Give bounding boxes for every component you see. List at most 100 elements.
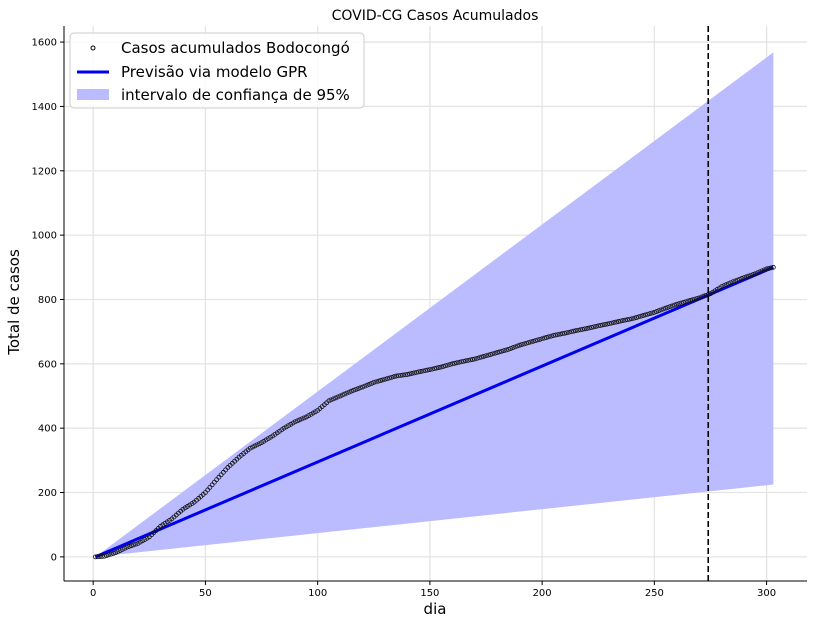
data-point (99, 553, 105, 559)
data-point (97, 554, 103, 559)
data-point (593, 323, 599, 329)
data-point (660, 306, 666, 312)
data-point (586, 325, 592, 331)
data-point (766, 265, 772, 271)
data-point (692, 296, 698, 302)
data-point (616, 319, 621, 324)
data-point (582, 326, 588, 332)
data-point (559, 331, 565, 337)
data-point (589, 325, 594, 330)
data-point (366, 381, 372, 387)
data-point (297, 417, 303, 423)
data-point (550, 333, 556, 338)
data-point (759, 268, 765, 274)
data-point (250, 444, 255, 450)
data-point (375, 378, 381, 384)
x-tick-label: 250 (645, 588, 664, 599)
data-point (405, 372, 410, 377)
data-point (521, 341, 527, 347)
data-point (382, 376, 388, 382)
data-point (672, 302, 677, 308)
prediction-line (94, 265, 774, 559)
data-point (414, 369, 419, 375)
data-point (490, 351, 496, 357)
data-point (434, 365, 440, 371)
data-point (607, 321, 612, 327)
data-point (752, 271, 758, 277)
data-point (360, 384, 365, 390)
prediction-line-path (94, 265, 774, 559)
data-point (681, 299, 686, 305)
data-point (108, 551, 114, 557)
data-point (591, 324, 597, 330)
legend-marker-scatter (90, 45, 96, 51)
data-point (638, 313, 644, 319)
data-point (348, 388, 354, 394)
data-point (396, 373, 401, 379)
data-point (674, 301, 680, 307)
data-point (690, 297, 695, 303)
data-point (384, 376, 390, 382)
data-point (548, 333, 554, 339)
data-point (443, 363, 449, 369)
y-tick-label: 1000 (32, 231, 57, 242)
data-point (678, 300, 684, 306)
data-point (252, 443, 258, 449)
data-point (330, 396, 336, 402)
data-point (113, 550, 119, 556)
data-point (95, 554, 101, 560)
data-point (618, 318, 624, 324)
data-point (611, 320, 617, 325)
data-point (517, 342, 523, 348)
data-point (568, 329, 574, 335)
data-point (761, 267, 767, 273)
data-point (133, 541, 139, 547)
data-point (476, 355, 482, 361)
data-point (667, 304, 673, 310)
x-tick-label: 150 (420, 588, 439, 599)
data-point (371, 380, 377, 385)
x-tick-label: 0 (90, 588, 96, 599)
data-point (342, 391, 347, 397)
data-point (339, 392, 345, 398)
data-point (357, 385, 363, 391)
data-point (701, 293, 707, 299)
data-point (425, 367, 431, 373)
data-point (694, 296, 700, 301)
data-point (416, 369, 422, 375)
data-point (622, 317, 628, 323)
data-point (506, 346, 511, 352)
data-point (508, 346, 514, 351)
y-axis-label: Total de casos (5, 249, 23, 356)
data-point (503, 347, 509, 353)
data-point (418, 369, 424, 374)
data-point (369, 380, 374, 386)
data-point (438, 364, 444, 370)
y-tick-label: 1600 (32, 38, 57, 49)
data-point (732, 278, 738, 284)
data-point (420, 368, 426, 374)
data-point (764, 266, 769, 272)
data-point (524, 340, 529, 346)
data-point (106, 552, 112, 558)
data-point (124, 544, 130, 550)
data-point (254, 442, 260, 448)
data-point (456, 359, 462, 365)
y-tick-label: 1200 (32, 166, 57, 177)
legend: Casos acumulados Bodocongó Previsão via … (69, 32, 365, 109)
data-point (537, 336, 543, 342)
data-point (544, 335, 550, 340)
data-point (609, 320, 615, 326)
data-point (292, 419, 298, 425)
data-point (445, 362, 451, 368)
legend-marker-band (77, 89, 109, 100)
data-point (393, 373, 399, 379)
data-point (746, 273, 752, 279)
data-point (122, 545, 128, 551)
data-point (768, 265, 774, 271)
data-point (335, 394, 341, 400)
data-point (735, 277, 740, 283)
data-point (326, 398, 332, 404)
data-point (391, 374, 397, 380)
y-tick-label: 400 (38, 424, 57, 435)
